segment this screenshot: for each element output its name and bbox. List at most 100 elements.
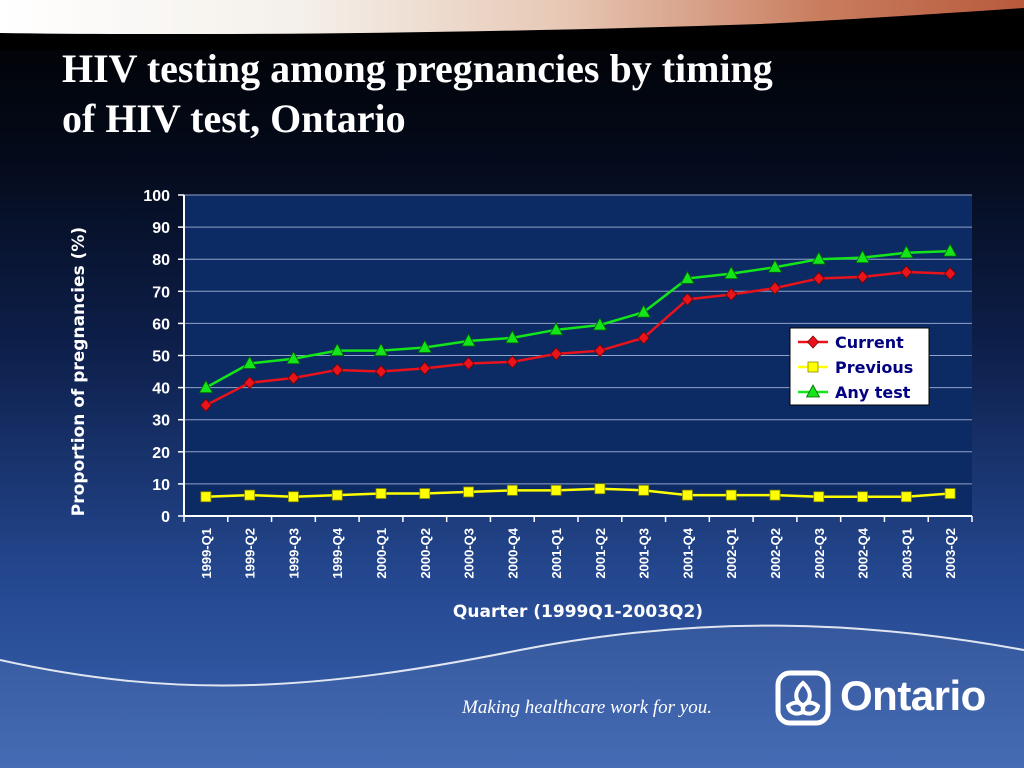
chart-legend: Current Previous Any test bbox=[789, 327, 930, 406]
y-tick-labels: 0 10 20 30 40 50 60 70 80 90 100 bbox=[143, 188, 170, 526]
data-point-current bbox=[418, 361, 431, 375]
x-tick-label: 2002-Q2 bbox=[768, 528, 783, 579]
series-line-any-test bbox=[205, 249, 951, 389]
data-point-current bbox=[812, 271, 825, 286]
y-tick-label: 10 bbox=[152, 477, 170, 494]
y-tick-label: 50 bbox=[152, 349, 170, 366]
data-point-previous bbox=[725, 489, 737, 501]
data-point-any-test bbox=[592, 317, 608, 331]
legend-marker-current bbox=[806, 335, 820, 349]
data-point-previous bbox=[550, 484, 562, 496]
data-point-previous bbox=[638, 484, 650, 496]
data-point-current bbox=[462, 356, 475, 371]
y-tick-label: 90 bbox=[152, 220, 170, 237]
data-point-current bbox=[287, 371, 300, 385]
data-point-current bbox=[550, 347, 563, 361]
legend-label-current: Current bbox=[835, 333, 904, 352]
x-tick-label: 2001-Q2 bbox=[593, 528, 608, 579]
y-tick-label: 70 bbox=[152, 284, 170, 301]
series-layer bbox=[198, 243, 958, 503]
data-point-previous bbox=[944, 488, 956, 499]
x-tick-label: 2001-Q1 bbox=[549, 528, 564, 579]
x-tick-label: 2003-Q2 bbox=[943, 528, 958, 579]
legend-label-any-test: Any test bbox=[835, 383, 911, 402]
y-tick-label: 20 bbox=[152, 445, 170, 462]
data-point-previous bbox=[813, 491, 825, 503]
top-decorative-curve bbox=[0, 8, 1024, 50]
x-tick-labels: 1999-Q1 1999-Q2 1999-Q3 1999-Q4 2000-Q1 2000-… bbox=[199, 527, 958, 578]
data-point-current bbox=[637, 331, 650, 345]
data-point-previous bbox=[506, 484, 518, 496]
y-tick-label: 80 bbox=[152, 252, 170, 269]
data-point-any-test bbox=[286, 350, 301, 365]
data-point-any-test bbox=[198, 379, 214, 394]
y-tick-label: 100 bbox=[143, 188, 170, 205]
data-point-previous bbox=[682, 489, 693, 501]
axes bbox=[183, 195, 972, 517]
data-point-current bbox=[856, 270, 869, 284]
data-point-previous bbox=[900, 491, 912, 503]
data-point-any-test bbox=[942, 243, 958, 257]
y-tick-label: 30 bbox=[152, 413, 170, 430]
data-point-any-test bbox=[899, 244, 914, 259]
x-tick-label: 2002-Q3 bbox=[812, 528, 827, 579]
data-point-any-test bbox=[855, 249, 870, 263]
data-point-any-test bbox=[636, 304, 651, 318]
ontario-trillium-logo-icon bbox=[775, 670, 831, 726]
data-point-previous bbox=[288, 491, 299, 503]
x-axis-label: Quarter (1999Q1-2003Q2) bbox=[453, 602, 703, 622]
data-point-current bbox=[243, 376, 256, 390]
data-point-previous bbox=[594, 483, 606, 495]
legend-marker-any-test bbox=[805, 384, 821, 398]
data-point-any-test bbox=[811, 251, 826, 265]
data-point-any-test bbox=[373, 342, 389, 357]
x-tick-label: 1999-Q1 bbox=[199, 528, 214, 579]
data-point-current bbox=[331, 363, 344, 377]
x-tick-label: 1999-Q2 bbox=[243, 528, 258, 579]
data-point-previous bbox=[200, 491, 212, 503]
tagline: Making healthcare work for you. bbox=[462, 697, 712, 718]
data-point-current bbox=[944, 267, 957, 281]
y-tick-label: 0 bbox=[161, 509, 170, 526]
ontario-logo-text: Ontario bbox=[840, 672, 986, 719]
series-line-previous bbox=[205, 487, 951, 498]
x-tick-label: 2002-Q4 bbox=[856, 527, 871, 578]
series-previous bbox=[200, 483, 956, 503]
data-point-any-test bbox=[680, 270, 695, 284]
data-point-any-test bbox=[417, 339, 432, 353]
slide-title-line-1: HIV testing among pregnancies by timing bbox=[62, 46, 773, 91]
data-point-any-test bbox=[548, 321, 564, 336]
data-point-previous bbox=[375, 488, 387, 499]
y-tick-label: 60 bbox=[152, 316, 170, 333]
x-tick-label: 2000-Q4 bbox=[505, 527, 520, 578]
data-point-any-test bbox=[767, 259, 783, 273]
data-point-current bbox=[900, 265, 913, 279]
data-point-previous bbox=[769, 489, 781, 501]
data-point-current bbox=[374, 364, 388, 379]
y-tick-label: 40 bbox=[152, 381, 170, 398]
data-point-any-test bbox=[724, 265, 739, 280]
data-point-previous bbox=[419, 488, 431, 499]
data-point-current bbox=[199, 398, 212, 412]
data-point-any-test bbox=[505, 330, 520, 344]
series-current bbox=[199, 265, 957, 412]
data-point-previous bbox=[463, 486, 474, 498]
series-line-current bbox=[205, 270, 951, 407]
x-tick-label: 2001-Q4 bbox=[680, 527, 695, 578]
x-tick-label: 2001-Q3 bbox=[637, 528, 652, 579]
x-tick-label: 2000-Q3 bbox=[462, 528, 477, 579]
data-point-current bbox=[768, 281, 782, 295]
data-point-any-test bbox=[330, 342, 345, 357]
legend-label-previous: Previous bbox=[835, 358, 913, 377]
data-point-previous bbox=[331, 489, 343, 501]
data-point-any-test bbox=[242, 355, 257, 369]
y-axis-label: Proportion of pregnancies (%) bbox=[69, 227, 89, 516]
data-point-current bbox=[593, 344, 606, 358]
data-point-any-test bbox=[461, 333, 476, 347]
data-point-previous bbox=[244, 489, 256, 501]
data-point-current bbox=[506, 355, 519, 369]
series-any-test bbox=[198, 243, 958, 394]
legend-marker-previous bbox=[807, 361, 819, 373]
